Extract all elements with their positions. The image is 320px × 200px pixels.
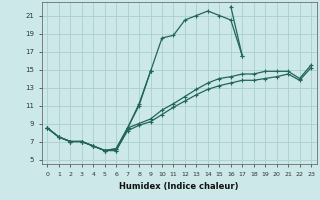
X-axis label: Humidex (Indice chaleur): Humidex (Indice chaleur) [119, 182, 239, 191]
